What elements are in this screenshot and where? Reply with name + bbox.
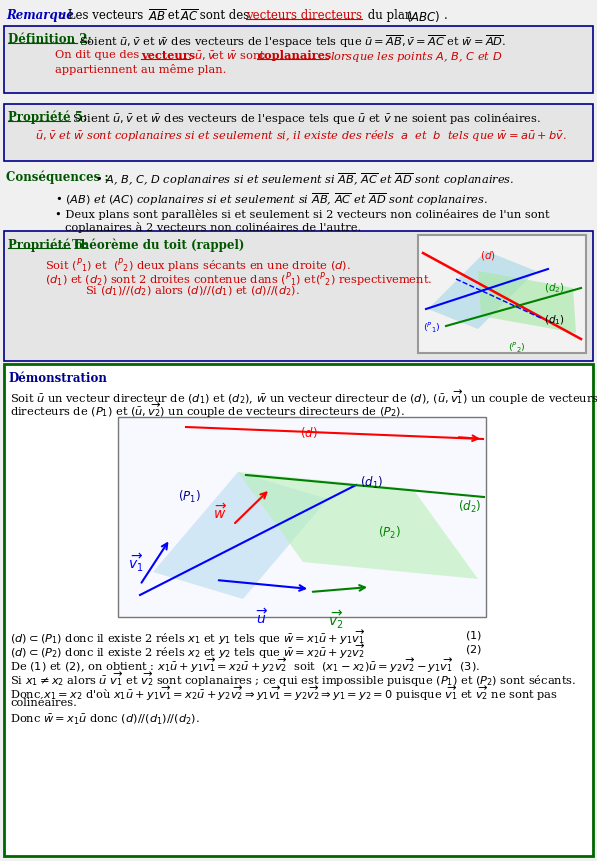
Text: colinéaires.: colinéaires. — [10, 698, 77, 708]
Bar — [4, 231, 593, 361]
Bar — [4, 26, 593, 93]
Text: $(d)$: $(d)$ — [300, 425, 318, 440]
Text: Soient $\bar{u},\bar{v}$ et $\bar{w}$ des vecteurs de l'espace tels que $\bar{u}: Soient $\bar{u},\bar{v}$ et $\bar{w}$ de… — [79, 33, 506, 50]
Text: • Deux plans sont parallèles si et seulement si 2 vecteurs non colinéaires de l': • Deux plans sont parallèles si et seule… — [55, 209, 550, 220]
Polygon shape — [478, 271, 576, 333]
Text: Donc $x_1=x_2$ d'où $x_1\bar{u}+y_1\overrightarrow{v_1}=x_2\bar{u}+y_2\overright: Donc $x_1=x_2$ d'où $x_1\bar{u}+y_1\over… — [10, 685, 558, 703]
Text: $\overrightarrow{v_1}$: $\overrightarrow{v_1}$ — [128, 552, 144, 574]
Text: : Les vecteurs: : Les vecteurs — [60, 9, 147, 22]
Text: De $(1)$ et $(2)$, on obtient : $x_1\bar{u}+y_1\overrightarrow{v_1}=x_2\bar{u}+y: De $(1)$ et $(2)$, on obtient : $x_1\bar… — [10, 657, 480, 675]
Text: Donc $\bar{w}=x_1\bar{u}$ donc $(d)//(d_1)//(d_2)$.: Donc $\bar{w}=x_1\bar{u}$ donc $(d)//(d_… — [10, 712, 200, 726]
Text: $\overline{AB}$: $\overline{AB}$ — [148, 9, 167, 25]
Text: Soit $\bar{u}$ un vecteur directeur de $(d_1)$ et $(d_2)$, $\bar{w}$ un vecteur : Soit $\bar{u}$ un vecteur directeur de $… — [10, 389, 597, 407]
Text: $\bar{u},\bar{v}$ et $\bar{w}$ sont coplanaires si et seulement si, il existe de: $\bar{u},\bar{v}$ et $\bar{w}$ sont copl… — [35, 128, 567, 143]
Text: coplanaires à 2 vecteurs non colinéaires de l'autre.: coplanaires à 2 vecteurs non colinéaires… — [65, 222, 361, 233]
Text: appartiennent au même plan.: appartiennent au même plan. — [55, 64, 226, 75]
Text: directeurs de $(P_1)$ et $(\bar{u},\overrightarrow{v_2})$ un couple de vecteurs : directeurs de $(P_1)$ et $(\bar{u},\over… — [10, 402, 405, 420]
Text: $\overrightarrow{u}$: $\overrightarrow{u}$ — [256, 607, 269, 627]
Text: $\overrightarrow{w}$: $\overrightarrow{w}$ — [213, 502, 227, 522]
Text: Si $(d_1)//(d_2)$ alors $(d)//(d_1)$ et $(d)//(d_2)$.: Si $(d_1)//(d_2)$ alors $(d)//(d_1)$ et … — [85, 284, 300, 298]
Text: coplanaires: coplanaires — [257, 50, 331, 61]
Text: $(d) \subset (P_1)$ donc il existe 2 réels $x_1$ et $y_1$ tels que $\bar{w}=x_1\: $(d) \subset (P_1)$ donc il existe 2 rée… — [10, 629, 366, 647]
Bar — [418, 235, 586, 353]
Text: Définition 2:: Définition 2: — [8, 33, 92, 46]
Text: lorsque les points $A$, $B$, $C$ et $D$: lorsque les points $A$, $B$, $C$ et $D$ — [330, 50, 503, 64]
Text: $(d_2)$: $(d_2)$ — [458, 499, 481, 515]
Text: et: et — [164, 9, 183, 22]
Polygon shape — [428, 251, 536, 329]
Text: $(d_1)$ et $(d_2)$ sont 2 droites contenue dans $(^P{}_1)$ et$(^P{}_2)$ respecti: $(d_1)$ et $(d_2)$ sont 2 droites conten… — [45, 270, 432, 288]
Text: sont des: sont des — [196, 9, 253, 22]
Text: • $(AB)$ et $(AC)$ coplanaires si et seulement si $\overline{AB}$, $\overline{AC: • $(AB)$ et $(AC)$ coplanaires si et seu… — [55, 191, 488, 208]
Text: $(d) \subset (P_2)$ donc il existe 2 réels $x_2$ et $y_2$ tels que $\bar{w}=x_2\: $(d) \subset (P_2)$ donc il existe 2 rée… — [10, 643, 366, 661]
Text: $(d)$: $(d)$ — [480, 249, 496, 262]
Polygon shape — [153, 472, 328, 599]
Text: Propriété 5:: Propriété 5: — [8, 111, 87, 125]
Text: $(1)$: $(1)$ — [465, 629, 482, 642]
Text: • $A$, $B$, $C$, $D$ coplanaires si et seulement si $\overline{AB}$, $\overline{: • $A$, $B$, $C$, $D$ coplanaires si et s… — [95, 171, 515, 188]
Text: Soit $(^P{}_1)$ et  $(^P{}_2)$ deux plans sécants en une droite $(d)$.: Soit $(^P{}_1)$ et $(^P{}_2)$ deux plans… — [45, 256, 351, 275]
Text: On dit que des: On dit que des — [55, 50, 139, 60]
Text: $(^P{}_1)$: $(^P{}_1)$ — [423, 321, 441, 335]
Text: $(2)$: $(2)$ — [465, 643, 482, 656]
Text: Remarque: Remarque — [6, 9, 74, 22]
Polygon shape — [238, 472, 478, 579]
Text: $(ABC)$: $(ABC)$ — [406, 9, 441, 24]
Text: Théorème du toit (rappel): Théorème du toit (rappel) — [72, 238, 244, 251]
Text: Démonstration: Démonstration — [8, 372, 107, 385]
Text: $(d_2)$: $(d_2)$ — [544, 281, 565, 294]
Text: et $\bar{w}$ sont: et $\bar{w}$ sont — [208, 50, 266, 62]
Text: du plan: du plan — [364, 9, 416, 22]
Text: $(P_1)$: $(P_1)$ — [178, 489, 201, 505]
Bar — [118, 417, 486, 617]
Text: vecteurs: vecteurs — [141, 50, 195, 61]
Bar — [4, 364, 593, 856]
Text: $\overline{AC}$: $\overline{AC}$ — [180, 9, 199, 25]
Text: $(^P{}_2)$: $(^P{}_2)$ — [508, 341, 525, 355]
Text: $\overrightarrow{v_2}$: $\overrightarrow{v_2}$ — [328, 609, 344, 631]
Text: $(d_1)$: $(d_1)$ — [544, 313, 565, 326]
Text: Conséquences :: Conséquences : — [6, 171, 109, 184]
Text: Propriété 6:: Propriété 6: — [8, 238, 87, 251]
Text: $\bar{u},\bar{v}$: $\bar{u},\bar{v}$ — [191, 50, 217, 63]
Text: .: . — [444, 9, 448, 22]
Text: $(d_1)$: $(d_1)$ — [360, 475, 383, 491]
Text: Si $x_1 \neq x_2$ alors $\bar{u}$ $\overrightarrow{v_1}$ et $\overrightarrow{v_2: Si $x_1 \neq x_2$ alors $\bar{u}$ $\over… — [10, 671, 576, 689]
Text: Soient $\bar{u},\bar{v}$ et $\bar{w}$ des vecteurs de l'espace tels que $\bar{u}: Soient $\bar{u},\bar{v}$ et $\bar{w}$ de… — [72, 111, 541, 126]
Text: $(P_2)$: $(P_2)$ — [378, 525, 401, 541]
Text: vecteurs directeurs: vecteurs directeurs — [246, 9, 362, 22]
Bar — [4, 104, 593, 161]
